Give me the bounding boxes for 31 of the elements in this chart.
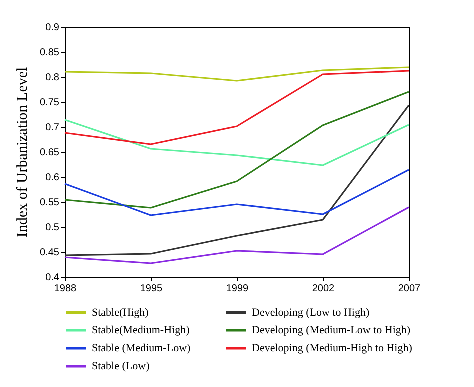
y-tick-label: 0.55 xyxy=(40,198,60,208)
legend-label: Stable (Low) xyxy=(92,360,150,372)
line-series xyxy=(64,70,410,146)
legend-label: Stable (Medium-Low) xyxy=(92,342,192,354)
y-tick-label: 0.65 xyxy=(40,148,60,158)
y-tick-label: 0.85 xyxy=(40,48,60,58)
x-tick-label: 2007 xyxy=(398,284,422,294)
y-tick-label: 0.8 xyxy=(46,72,60,84)
y-tick-label: 0.6 xyxy=(46,172,60,184)
y-tick-label: 0.9 xyxy=(46,22,60,34)
x-tick-label: 1988 xyxy=(54,284,78,294)
y-tick-label: 0.45 xyxy=(40,248,60,258)
line-series xyxy=(64,169,410,216)
y-tick-label: 0.5 xyxy=(46,222,60,234)
y-axis-title: Index of Urbanization Level xyxy=(15,67,32,238)
y-tick-label: 0.7 xyxy=(46,122,60,134)
legend-label: Stable(High) xyxy=(92,306,150,319)
legend-label: Developing (Medium-Low to High) xyxy=(252,324,411,336)
line-series xyxy=(64,119,410,166)
legend-label: Developing (Medium-High to High) xyxy=(252,342,413,354)
line-series xyxy=(64,104,410,256)
line-series xyxy=(64,206,410,264)
y-tick-label: 0.75 xyxy=(40,98,60,108)
legend-label: Developing (Low to High) xyxy=(252,306,370,319)
legend-label: Stable(Medium-High) xyxy=(92,324,190,336)
x-tick-label: 2002 xyxy=(312,284,336,294)
line-series xyxy=(64,91,410,209)
x-tick-label: 1995 xyxy=(140,284,164,294)
y-tick-label: 0.4 xyxy=(46,272,60,284)
line-series xyxy=(64,66,410,82)
x-tick-label: 1999 xyxy=(226,284,250,294)
